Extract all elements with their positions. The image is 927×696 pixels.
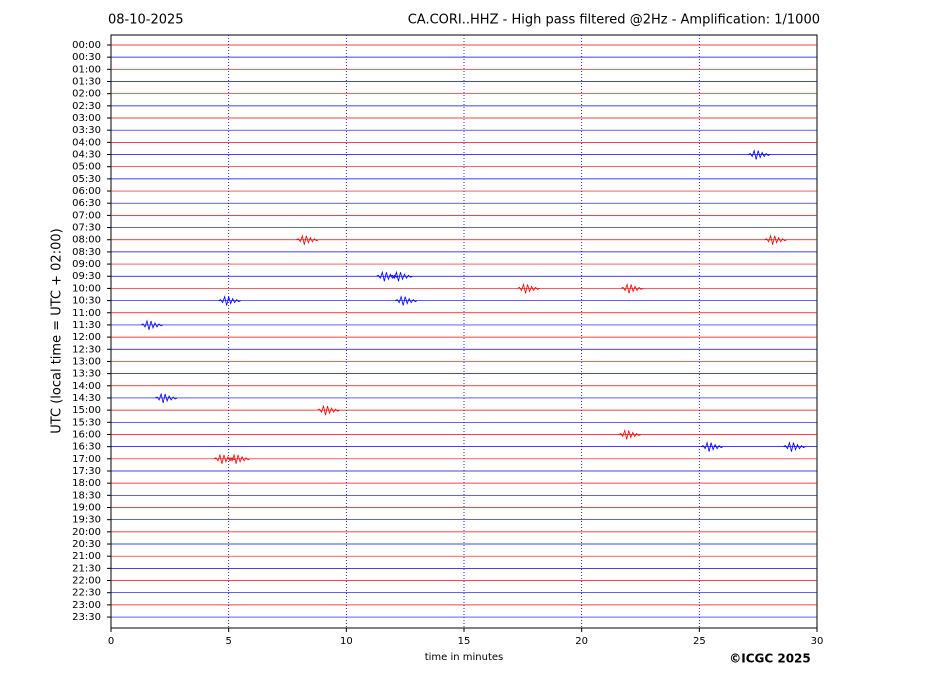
y-tick-label: 02:30 — [72, 101, 101, 112]
x-tick-label: 15 — [458, 636, 471, 647]
seismic-event — [140, 319, 164, 331]
y-tick-label: 19:30 — [72, 515, 101, 526]
y-tick-label: 08:00 — [72, 235, 101, 246]
x-tick-label: 25 — [693, 636, 706, 647]
y-tick-label: 04:30 — [72, 150, 101, 161]
x-tick-label: 5 — [225, 636, 231, 647]
y-tick-label: 15:30 — [72, 417, 101, 428]
y-tick-label: 20:00 — [72, 527, 101, 538]
seismic-event — [376, 270, 399, 282]
seismic-event — [296, 234, 319, 245]
y-tick-label: 16:00 — [72, 429, 101, 440]
x-tick-label: 0 — [108, 636, 114, 647]
y-tick-label: 01:00 — [72, 64, 101, 75]
y-tick-label: 13:00 — [72, 356, 101, 367]
y-tick-label: 00:30 — [72, 52, 101, 63]
copyright: ©ICGC 2025 — [729, 652, 811, 666]
y-tick-label: 08:30 — [72, 247, 101, 258]
seismic-event — [317, 404, 340, 416]
y-tick-label: 22:00 — [72, 576, 101, 587]
y-tick-label: 18:00 — [72, 478, 101, 489]
y-tick-label: 06:30 — [72, 198, 101, 209]
seismic-event — [394, 295, 418, 306]
y-tick-label: 12:30 — [72, 344, 101, 355]
seismic-event — [517, 282, 540, 294]
y-tick-label: 09:00 — [72, 259, 101, 270]
y-tick-label: 09:30 — [72, 271, 101, 282]
y-tick-label: 06:00 — [72, 186, 101, 197]
y-tick-label: 12:00 — [72, 332, 101, 343]
seismic-event — [700, 441, 724, 452]
x-axis-label: time in minutes — [425, 652, 504, 663]
y-tick-label: 17:30 — [72, 466, 101, 477]
seismic-event — [390, 270, 413, 282]
y-tick-label: 13:30 — [72, 369, 101, 380]
x-tick-label: 30 — [811, 636, 824, 647]
y-tick-label: 23:30 — [72, 612, 101, 623]
y-tick-label: 18:30 — [72, 490, 101, 501]
y-tick-label: 07:30 — [72, 223, 101, 234]
seismic-event — [154, 392, 178, 404]
y-tick-label: 20:30 — [72, 539, 101, 550]
date: 08-10-2025 — [108, 13, 184, 28]
y-tick-label: 01:30 — [72, 76, 101, 87]
seismic-event — [783, 441, 806, 452]
y-tick-label: 21:00 — [72, 551, 101, 562]
y-tick-label: 10:00 — [72, 283, 101, 294]
y-axis-label: UTC (local time = UTC + 02:00) — [50, 228, 65, 433]
seismic-event — [618, 428, 641, 440]
chart-title: CA.CORI..HHZ - High pass filtered @2Hz -… — [408, 13, 820, 28]
seismic-event — [764, 234, 787, 245]
y-tick-label: 11:30 — [72, 320, 101, 331]
y-tick-label: 16:30 — [72, 442, 101, 453]
y-tick-label: 14:30 — [72, 393, 101, 404]
y-tick-label: 21:30 — [72, 563, 101, 574]
y-tick-label: 03:30 — [72, 125, 101, 136]
seismic-event — [620, 282, 644, 294]
y-tick-label: 22:30 — [72, 588, 101, 599]
y-tick-label: 15:00 — [72, 405, 101, 416]
x-tick-label: 10 — [340, 636, 353, 647]
seismic-event — [213, 453, 237, 464]
y-tick-label: 04:00 — [72, 137, 101, 148]
y-tick-label: 03:00 — [72, 113, 101, 124]
y-tick-label: 19:00 — [72, 503, 101, 514]
y-tick-label: 05:00 — [72, 162, 101, 173]
x-tick-label: 20 — [575, 636, 588, 647]
y-tick-label: 17:00 — [72, 454, 101, 465]
seismic-event — [747, 149, 771, 160]
y-tick-label: 14:00 — [72, 381, 101, 392]
y-tick-label: 11:00 — [72, 308, 101, 319]
y-tick-label: 23:00 — [72, 600, 101, 611]
y-tick-label: 07:00 — [72, 210, 101, 221]
y-tick-label: 00:00 — [72, 40, 101, 51]
y-tick-label: 10:30 — [72, 296, 101, 307]
y-tick-label: 05:30 — [72, 174, 101, 185]
seismic-event — [218, 295, 241, 306]
y-tick-label: 02:00 — [72, 89, 101, 100]
seismic-event — [227, 453, 251, 464]
